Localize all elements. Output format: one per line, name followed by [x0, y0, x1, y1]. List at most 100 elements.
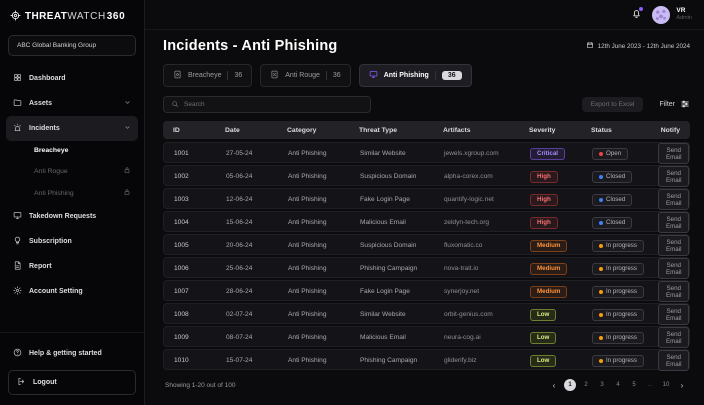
cell-category: Anti Phishing [288, 150, 327, 157]
send-email-button[interactable]: Send Email [658, 235, 690, 256]
sidebar-item-account-setting[interactable]: Account Setting [6, 279, 138, 304]
table-row[interactable]: 1005 20-06-24 Anti Phishing Suspicious Doma… [163, 234, 690, 256]
cell-notify: Send Email [658, 189, 695, 210]
sidebar-item-report[interactable]: Report [6, 254, 138, 279]
tab-breacheye[interactable]: Breacheye 36 [163, 64, 253, 87]
lock-icon [123, 166, 131, 176]
help-icon [13, 348, 22, 359]
sidebar-subitem-anti-rogue[interactable]: Anti Rogue [6, 160, 138, 182]
cell-artifact: alpha-corex.com [444, 173, 493, 180]
table-footer: Showing 1-20 out of 100 ‹ 1 2 3 4 5... 10 › [163, 372, 690, 391]
user-menu[interactable]: VR Admin [652, 5, 692, 24]
filter-button[interactable]: Filter [659, 99, 690, 111]
breacheye-icon [173, 70, 182, 81]
cell-date: 28-06-24 [226, 288, 253, 295]
send-email-button[interactable]: Send Email [658, 281, 690, 302]
toolbar: Export to Excel Filter [163, 96, 690, 113]
notifications-bell-icon[interactable] [631, 7, 644, 21]
status-dot [599, 197, 603, 202]
table-row[interactable]: 1003 12-06-24 Anti Phishing Fake Login Page… [163, 188, 690, 210]
export-to-excel-button[interactable]: Export to Excel [581, 97, 644, 112]
sidebar-item-incidents[interactable]: Incidents [6, 116, 138, 141]
status-badge: Closed [592, 170, 633, 183]
search-input[interactable] [184, 101, 363, 108]
cell-severity: High [530, 216, 592, 229]
severity-badge: Medium [530, 285, 568, 298]
table-row[interactable]: 1002 05-06-24 Anti Phishing Suspicious Doma… [163, 165, 690, 187]
table-row[interactable]: 1008 02-07-24 Anti Phishing Similar Website… [163, 303, 690, 325]
cell-severity: Critical [530, 147, 592, 160]
org-selector[interactable]: ABC Global Banking Group [8, 35, 136, 56]
cell-artifact: gliderify.biz [444, 357, 477, 364]
send-email-button[interactable]: Send Email [658, 258, 690, 279]
page-button-4[interactable]: 4 [616, 382, 620, 388]
sidebar-item-label: Assets [29, 100, 52, 107]
table-row[interactable]: 1009 08-07-24 Anti Phishing Malicious Email… [163, 326, 690, 348]
send-email-button[interactable]: Send Email [658, 327, 690, 348]
date-range-picker[interactable]: 12th June 2023 - 12th June 2024 [586, 41, 690, 51]
status-dot [599, 151, 603, 156]
table-row[interactable]: 1010 15-07-24 Anti Phishing Phishing Campai… [163, 349, 690, 371]
table-row[interactable]: 1007 28-06-24 Anti Phishing Fake Login Page… [163, 280, 690, 302]
cell-artifact: quantify-logic.net [444, 196, 494, 203]
status-dot [599, 335, 603, 340]
sidebar: THREATWATCH360 ABC Global Banking Group … [0, 0, 145, 405]
send-email-button[interactable]: Send Email [658, 166, 690, 187]
tab-anti-rouge[interactable]: Anti Rouge 36 [260, 64, 351, 87]
cell-threat-type: Fake Login Page [360, 196, 410, 203]
send-email-button[interactable]: Send Email [658, 304, 690, 325]
cell-artifact: synerjoy.net [444, 288, 480, 295]
cell-date: 15-07-24 [226, 357, 253, 364]
severity-badge: Low [530, 354, 557, 367]
assets-icon [13, 98, 22, 109]
status-badge: In progress [592, 331, 644, 344]
send-email-button[interactable]: Send Email [658, 143, 690, 164]
page-button-1[interactable]: 1 [564, 379, 576, 391]
sidebar-subitem-anti-phishing[interactable]: Anti Phishing [6, 182, 138, 204]
cell-status: Closed [592, 170, 658, 183]
page-button-3[interactable]: 3 [600, 382, 604, 388]
cell-date: 05-06-24 [226, 173, 253, 180]
page-button-5[interactable]: 5 [632, 382, 636, 388]
sidebar-item-assets[interactable]: Assets [6, 91, 138, 116]
sidebar-item-dashboard[interactable]: Dashboard [6, 66, 138, 91]
cell-id: 1006 [174, 265, 189, 272]
cell-id: 1008 [174, 311, 189, 318]
pagination-next-icon[interactable]: › [680, 380, 684, 390]
sidebar-subitem-breacheye[interactable]: Breacheye [6, 141, 138, 160]
page-button-10[interactable]: 10 [662, 382, 670, 388]
page-content: Incidents - Anti Phishing 12th June 2023… [145, 30, 704, 405]
notification-dot [639, 7, 644, 11]
tab-anti-phishing[interactable]: Anti Phishing 36 [358, 64, 472, 87]
send-email-button[interactable]: Send Email [658, 212, 690, 233]
cell-category: Anti Phishing [288, 288, 327, 295]
page-button-2[interactable]: 2 [584, 382, 588, 388]
status-dot [599, 174, 603, 179]
cell-id: 1002 [174, 173, 189, 180]
table-row[interactable]: 1001 27-05-24 Anti Phishing Similar Website… [163, 142, 690, 164]
send-email-button[interactable]: Send Email [658, 350, 690, 371]
severity-badge: High [530, 216, 558, 229]
cell-category: Anti Phishing [288, 242, 327, 249]
logout-button[interactable]: Logout [8, 370, 136, 395]
cell-severity: High [530, 193, 592, 206]
sidebar-item-takedown-requests[interactable]: Takedown Requests [6, 204, 138, 229]
table-body: 1001 27-05-24 Anti Phishing Similar Website… [163, 142, 690, 371]
column-header-threat-type: Threat Type [359, 126, 398, 134]
sidebar-item-label: Subscription [29, 238, 72, 245]
pagination-prev-icon[interactable]: ‹ [552, 380, 556, 390]
status-dot [599, 220, 603, 225]
subscription-icon [13, 236, 22, 247]
help-link[interactable]: Help & getting started [6, 341, 138, 366]
user-info: VR Admin [676, 7, 692, 22]
sidebar-item-subscription[interactable]: Subscription [6, 229, 138, 254]
table-row[interactable]: 1004 15-06-24 Anti Phishing Malicious Email… [163, 211, 690, 233]
takedown-icon [13, 211, 22, 222]
cell-artifact: fluxomatic.co [444, 242, 483, 249]
date-range-label: 12th June 2023 - 12th June 2024 [597, 42, 690, 50]
severity-badge: Low [530, 331, 557, 344]
column-header-severity: Severity [529, 126, 556, 134]
send-email-button[interactable]: Send Email [658, 189, 690, 210]
table-row[interactable]: 1006 25-06-24 Anti Phishing Phishing Campai… [163, 257, 690, 279]
